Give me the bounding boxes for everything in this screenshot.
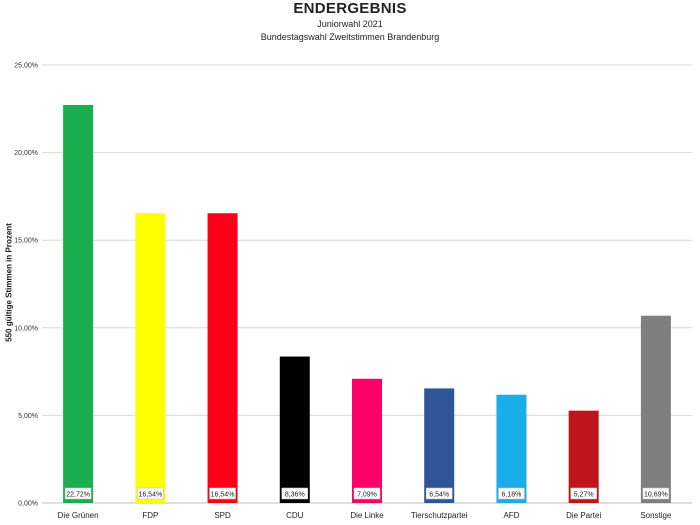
x-tick-label: Die Grünen xyxy=(58,511,99,520)
bar xyxy=(424,388,455,503)
bar xyxy=(352,378,382,503)
data-label-box xyxy=(209,487,236,500)
bar xyxy=(496,394,527,503)
y-tick-label: 20,00% xyxy=(14,150,38,157)
data-label-box xyxy=(353,487,381,500)
data-label-box xyxy=(281,487,309,500)
data-label-box xyxy=(498,487,525,500)
x-tick-label: AFD xyxy=(503,511,519,520)
data-label-box xyxy=(137,487,164,500)
bar xyxy=(568,410,599,503)
data-label: 7,09% xyxy=(357,492,377,499)
x-tick-label: Tierschutzpartei xyxy=(411,511,468,520)
data-label-box xyxy=(425,487,453,500)
y-tick-label: 10,00% xyxy=(14,325,38,332)
bar xyxy=(63,104,94,503)
data-label: 10,69% xyxy=(644,492,668,499)
data-label: 16,54% xyxy=(211,492,235,499)
y-tick-label: 25,00% xyxy=(14,63,38,70)
data-label: 16,54% xyxy=(138,492,162,499)
data-label: 5,27% xyxy=(574,492,594,499)
x-tick-label: FDP xyxy=(142,511,158,520)
chart-subtitle-2: Bundestagswahl Zweitstimmen Brandenburg xyxy=(260,32,440,42)
data-label-box xyxy=(642,487,670,500)
x-tick-label: Die Partei xyxy=(566,511,601,520)
bar xyxy=(640,315,671,503)
bar xyxy=(279,356,310,503)
data-label: 6,54% xyxy=(429,492,449,499)
data-label-box xyxy=(570,487,597,500)
y-tick-label: 0,00% xyxy=(18,501,38,508)
chart-subtitle: Juniorwahl 2021 xyxy=(317,19,383,29)
data-label: 6,18% xyxy=(502,492,522,499)
bar xyxy=(207,213,238,504)
bar xyxy=(135,213,166,504)
x-tick-label: Sonstige xyxy=(640,511,672,520)
y-tick-label: 15,00% xyxy=(14,238,38,245)
chart-title: ENDERGEBNIS xyxy=(293,0,407,17)
data-label-box xyxy=(64,487,92,500)
x-tick-label: Die Linke xyxy=(350,511,384,520)
x-tick-label: SPD xyxy=(214,511,231,520)
data-label: 22,72% xyxy=(66,492,90,499)
y-tick-label: 5,00% xyxy=(18,413,38,420)
data-label: 8,36% xyxy=(285,492,305,499)
x-tick-label: CDU xyxy=(286,511,304,520)
